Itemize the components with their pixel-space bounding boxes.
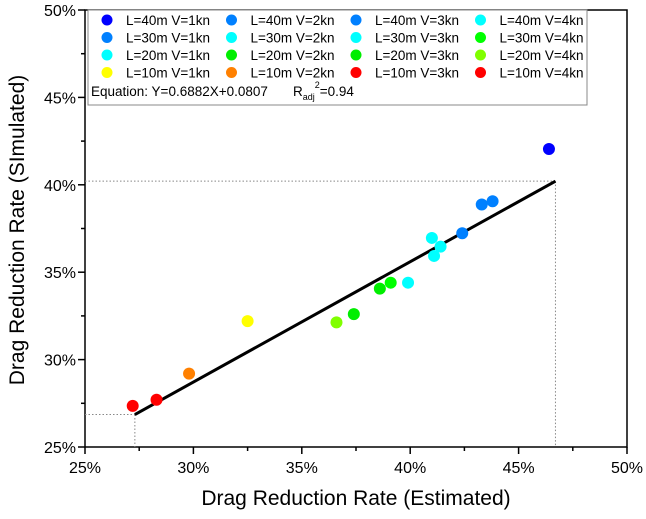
data-point [542, 142, 555, 155]
guide-lines [85, 180, 556, 447]
legend-marker [226, 67, 237, 78]
data-point [183, 367, 196, 380]
legend-label: L=30m V=3kn [375, 31, 459, 46]
legend-label: L=30m V=4kn [500, 31, 584, 46]
legend-label: L=40m V=1kn [126, 13, 210, 28]
legend-marker [350, 14, 362, 26]
y-tick-label: 45% [44, 90, 76, 107]
y-tick-label: 50% [44, 3, 76, 20]
legend-marker [226, 49, 237, 61]
legend-marker [350, 32, 362, 43]
x-tick-label: 45% [503, 460, 535, 477]
data-point [347, 308, 360, 321]
data-point [384, 276, 397, 289]
legend-marker [226, 14, 237, 26]
x-tick-label: 25% [69, 460, 101, 477]
legend-box [87, 9, 588, 106]
legend-label: L=40m V=4kn [500, 13, 584, 28]
x-tick-label: 30% [177, 460, 209, 477]
legend-label: L=30m V=2kn [251, 31, 335, 46]
x-tick-label: 40% [394, 460, 426, 477]
x-axis-title: Drag Reduction Rate (Estimated) [201, 487, 510, 510]
legend-label: L=10m V=3kn [375, 66, 459, 81]
y-tick-label: 25% [44, 440, 76, 457]
data-point [373, 282, 386, 295]
data-point [402, 276, 415, 289]
legend-marker [475, 14, 486, 26]
legend-marker [475, 49, 486, 61]
axis-ticks: 25% 30% 35% 40% 45% 50% 25% 30% 35% 40% 45% 50% [44, 3, 643, 477]
data-point [126, 399, 139, 412]
legend-label: L=10m V=4kn [500, 66, 584, 81]
equation-label: Equation: Y=0.6882X+0.0807 [91, 84, 268, 99]
legend-marker [350, 49, 362, 61]
data-point [456, 227, 469, 240]
x-tick-label: 35% [286, 460, 318, 477]
legend-marker [101, 14, 113, 26]
fit-line [134, 179, 557, 416]
legend-marker [475, 32, 486, 43]
legend-label: L=20m V=4kn [500, 48, 584, 63]
data-point [475, 198, 488, 211]
legend-label: L=10m V=1kn [126, 66, 210, 81]
legend: L=40m V=1kn L=40m V=2kn L=40m V=3kn L=40m V… [87, 9, 588, 106]
legend-label: L=40m V=2kn [251, 13, 335, 28]
data-point [486, 195, 499, 208]
legend-marker [101, 67, 113, 78]
legend-label: L=40m V=3kn [375, 13, 459, 28]
fit-line-group [134, 179, 557, 416]
data-points [126, 142, 555, 412]
y-tick-label: 30% [44, 353, 76, 370]
r-squared-label: Radj2=0.94 [293, 80, 354, 102]
legend-label: L=20m V=1kn [126, 48, 210, 63]
legend-marker [101, 32, 113, 43]
data-point [150, 393, 163, 406]
legend-label: L=30m V=1kn [126, 31, 210, 46]
y-axis-title: Drag Reduction Rate (SImulated) [6, 75, 29, 385]
legend-label: L=10m V=2kn [251, 66, 335, 81]
legend-marker [475, 67, 486, 78]
y-tick-label: 35% [44, 265, 76, 282]
data-point [425, 231, 438, 244]
legend-marker [350, 67, 362, 78]
data-point [428, 249, 441, 262]
data-point [241, 315, 254, 328]
legend-label: L=20m V=3kn [375, 48, 459, 63]
legend-marker [101, 49, 113, 61]
legend-label: L=20m V=2kn [251, 48, 335, 63]
data-point [434, 240, 447, 253]
legend-marker [226, 32, 237, 43]
x-tick-label: 50% [611, 460, 643, 477]
y-tick-label: 40% [44, 178, 76, 195]
data-point [330, 316, 343, 329]
